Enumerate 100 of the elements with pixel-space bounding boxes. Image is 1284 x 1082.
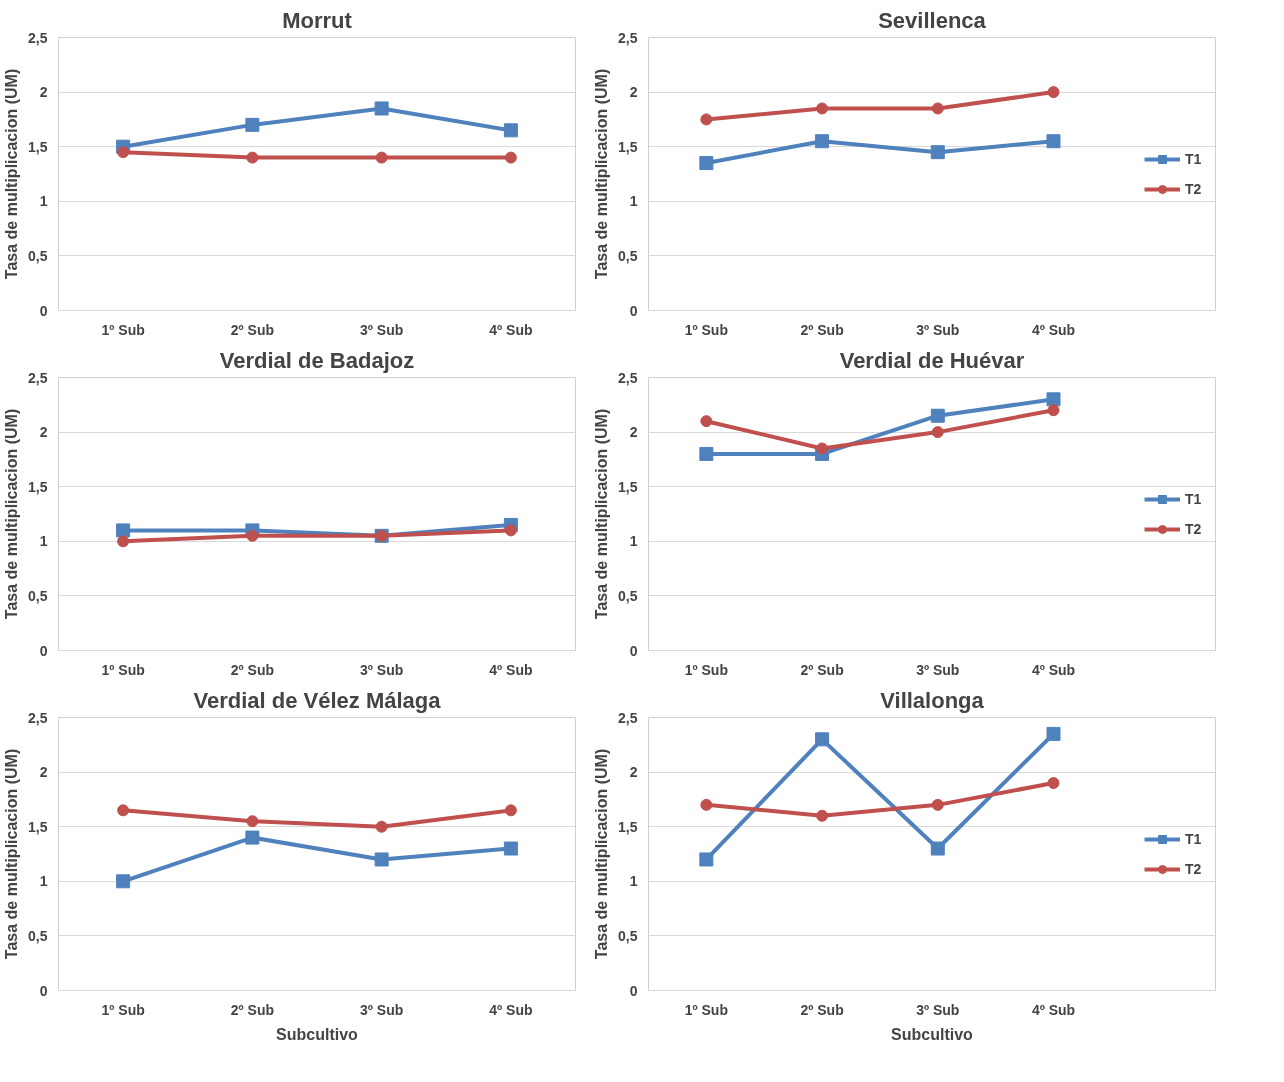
point — [815, 134, 830, 149]
point — [700, 113, 713, 126]
y-tick-label: 0 — [39, 302, 48, 319]
point — [246, 529, 259, 542]
y-tick-label: 0 — [629, 302, 638, 319]
y-tick-label: 0,5 — [28, 247, 48, 264]
chart-title: Verdial de Badajoz — [219, 347, 415, 373]
point — [1046, 392, 1061, 407]
x-tick-label: 3º Sub — [360, 1001, 404, 1018]
point — [931, 426, 944, 439]
point — [504, 804, 517, 817]
x-tick-label: 2º Sub — [800, 1001, 844, 1018]
legend-label: T1 — [1185, 830, 1203, 847]
point — [503, 123, 518, 138]
x-tick-label: 3º Sub — [916, 321, 960, 338]
y-axis-title: Tasa de multiplicacion (UM) — [593, 748, 611, 960]
chart-title: Sevillenca — [878, 7, 987, 33]
y-axis-title: Tasa de multiplicacion (UM) — [3, 68, 21, 280]
point — [1047, 777, 1060, 790]
point — [374, 101, 389, 116]
point — [700, 415, 713, 428]
chart-title: Verdial de Vélez Málaga — [193, 687, 442, 713]
x-axis-title: Subcultivo — [276, 1025, 359, 1043]
point — [245, 830, 260, 845]
x-tick-label: 3º Sub — [360, 321, 404, 338]
x-tick-label: 3º Sub — [916, 1001, 960, 1018]
y-tick-label: 1 — [629, 873, 638, 890]
y-axis-title: Tasa de multiplicacion (UM) — [3, 408, 21, 620]
point — [699, 852, 714, 867]
x-tick-label: 4º Sub — [1031, 661, 1076, 678]
y-tick-label: 0 — [39, 642, 48, 659]
y-tick-label: 2 — [39, 424, 48, 441]
point — [930, 841, 945, 856]
point — [1046, 134, 1061, 149]
y-tick-label: 0,5 — [28, 587, 48, 604]
x-tick-label: 4º Sub — [489, 321, 533, 338]
legend-label: T1 — [1185, 490, 1203, 507]
point — [503, 841, 518, 856]
y-tick-label: 2 — [39, 764, 48, 781]
y-tick-label: 0 — [39, 982, 48, 999]
point — [699, 446, 714, 461]
y-tick-label: 1 — [39, 193, 48, 210]
y-tick-label: 0 — [629, 642, 638, 659]
y-tick-label: 0,5 — [28, 927, 48, 944]
x-tick-label: 1º Sub — [101, 661, 145, 678]
point — [816, 102, 829, 115]
x-tick-label: 4º Sub — [489, 661, 533, 678]
point — [1047, 404, 1060, 417]
y-tick-label: 0 — [629, 982, 638, 999]
y-tick-label: 1,5 — [618, 818, 638, 835]
point — [930, 408, 945, 423]
x-tick-label: 2º Sub — [800, 321, 844, 338]
chart-title: Verdial de Huévar — [839, 347, 1025, 373]
point — [1046, 726, 1061, 741]
point — [245, 117, 260, 132]
point — [816, 442, 829, 455]
y-tick-label: 2,5 — [618, 369, 638, 386]
y-axis-title: Tasa de multiplicacion (UM) — [593, 408, 611, 620]
point — [931, 102, 944, 115]
point — [816, 809, 829, 822]
y-tick-label: 1,5 — [618, 478, 638, 495]
point — [246, 815, 259, 828]
point — [117, 804, 130, 817]
point — [116, 523, 131, 538]
point — [504, 524, 517, 537]
legend-label: T2 — [1185, 520, 1203, 537]
x-axis-title: Subcultivo — [891, 1025, 974, 1043]
x-tick-label: 1º Sub — [101, 1001, 145, 1018]
y-tick-label: 2,5 — [28, 29, 48, 46]
point — [375, 151, 388, 164]
point — [374, 852, 389, 867]
y-tick-label: 0,5 — [618, 927, 638, 944]
y-tick-label: 2,5 — [618, 709, 638, 726]
x-tick-label: 4º Sub — [1031, 1001, 1076, 1018]
legend-label: T2 — [1185, 860, 1203, 877]
y-tick-label: 2,5 — [28, 709, 48, 726]
point — [930, 145, 945, 160]
x-tick-label: 1º Sub — [101, 321, 145, 338]
y-tick-label: 0,5 — [618, 587, 638, 604]
y-tick-label: 0,5 — [618, 247, 638, 264]
x-tick-label: 3º Sub — [916, 661, 960, 678]
point — [116, 874, 131, 889]
x-tick-label: 1º Sub — [684, 321, 728, 338]
y-tick-label: 1,5 — [28, 818, 48, 835]
y-tick-label: 1,5 — [28, 478, 48, 495]
point — [375, 820, 388, 833]
y-tick-label: 2 — [39, 84, 48, 101]
y-tick-label: 2 — [629, 424, 638, 441]
y-tick-label: 1,5 — [618, 138, 638, 155]
point — [1047, 86, 1060, 99]
x-tick-label: 4º Sub — [1031, 321, 1076, 338]
point — [815, 732, 830, 747]
legend-label: T1 — [1185, 150, 1203, 167]
x-tick-label: 2º Sub — [800, 661, 844, 678]
point — [117, 535, 130, 548]
chart-title: Villalonga — [880, 687, 985, 713]
y-axis-title: Tasa de multiplicacion (UM) — [3, 748, 21, 960]
x-tick-label: 4º Sub — [489, 1001, 533, 1018]
point — [931, 798, 944, 811]
y-axis-title: Tasa de multiplicacion (UM) — [593, 68, 611, 280]
